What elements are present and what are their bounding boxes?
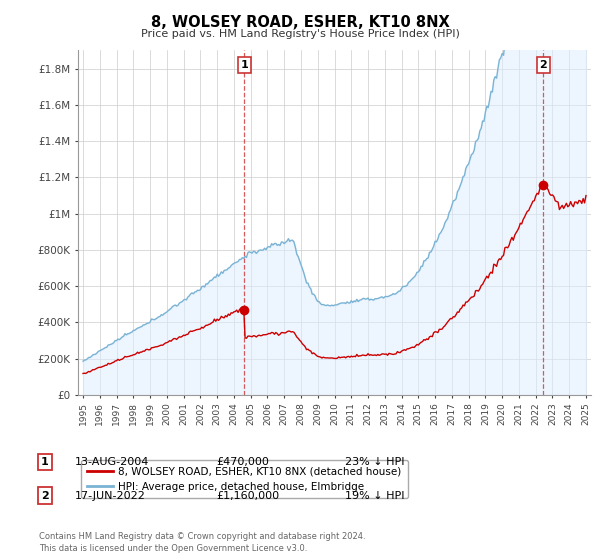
Legend: 8, WOLSEY ROAD, ESHER, KT10 8NX (detached house), HPI: Average price, detached h: 8, WOLSEY ROAD, ESHER, KT10 8NX (detache… (80, 460, 407, 498)
Text: 1: 1 (41, 457, 49, 467)
Text: 23% ↓ HPI: 23% ↓ HPI (345, 457, 404, 467)
Text: Contains HM Land Registry data © Crown copyright and database right 2024.
This d: Contains HM Land Registry data © Crown c… (39, 533, 365, 553)
Text: 1: 1 (241, 60, 248, 70)
Text: 13-AUG-2004: 13-AUG-2004 (75, 457, 149, 467)
Text: 2: 2 (539, 60, 547, 70)
Text: 19% ↓ HPI: 19% ↓ HPI (345, 491, 404, 501)
Text: Price paid vs. HM Land Registry's House Price Index (HPI): Price paid vs. HM Land Registry's House … (140, 29, 460, 39)
Text: 2: 2 (41, 491, 49, 501)
Text: £470,000: £470,000 (216, 457, 269, 467)
Text: 17-JUN-2022: 17-JUN-2022 (75, 491, 146, 501)
Text: 8, WOLSEY ROAD, ESHER, KT10 8NX: 8, WOLSEY ROAD, ESHER, KT10 8NX (151, 15, 449, 30)
Text: £1,160,000: £1,160,000 (216, 491, 279, 501)
